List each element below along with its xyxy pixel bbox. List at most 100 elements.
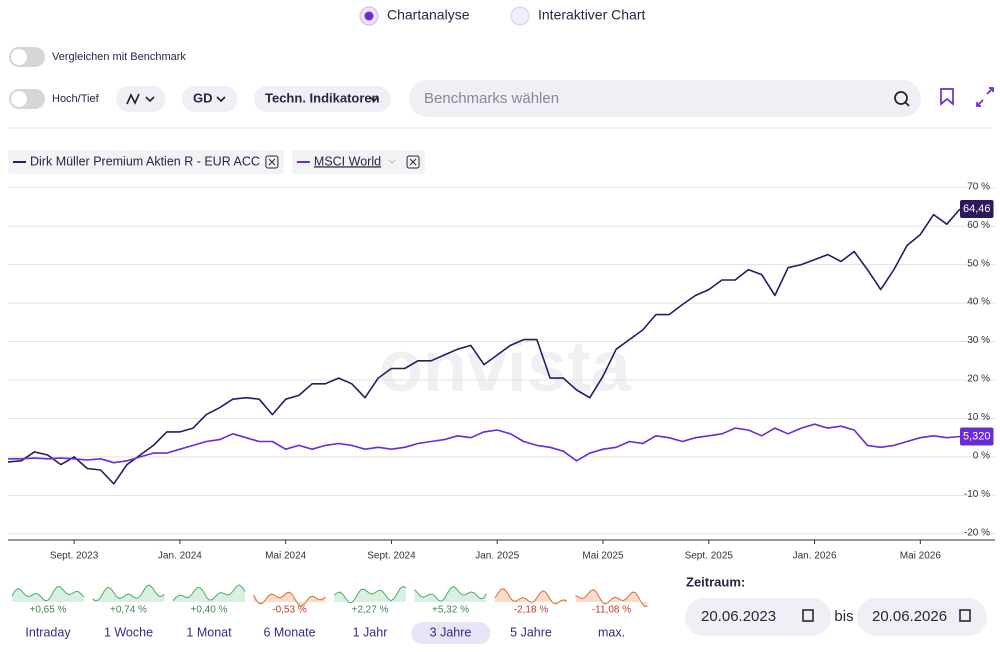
- period-label: 1 Jahr: [353, 625, 388, 639]
- legend-item[interactable]: MSCI World: [291, 150, 426, 174]
- line-type-button[interactable]: [116, 86, 166, 112]
- period-change: +2,27 %: [352, 605, 389, 616]
- period-change: -2,18 %: [514, 605, 549, 616]
- badge-bg: [960, 427, 994, 446]
- period-selected-bg: [411, 622, 491, 644]
- legend-label: MSCI World: [314, 154, 381, 168]
- date-from[interactable]: 20.06.2023: [685, 598, 831, 636]
- bookmark-icon[interactable]: [940, 88, 954, 106]
- indicators-button[interactable]: Techn. Indikatoren: [254, 86, 391, 112]
- legend: Dirk Müller Premium Aktien R - EUR ACC MS…: [8, 150, 426, 174]
- button-label: GD: [193, 90, 213, 105]
- period-button[interactable]: +5,32 % 3 Jahre: [411, 585, 491, 645]
- period-button[interactable]: -11,08 % max.: [575, 589, 648, 640]
- radio: [510, 6, 530, 26]
- legend-item[interactable]: Dirk Müller Premium Aktien R - EUR ACC: [8, 150, 284, 174]
- date-to[interactable]: 20.06.2026: [857, 598, 987, 636]
- calendar-icon: [802, 609, 814, 622]
- period-change: -0,53 %: [272, 605, 307, 616]
- tab-chartanalyse[interactable]: Chartanalyse: [359, 6, 470, 26]
- period-change: +0,40 %: [191, 605, 228, 616]
- calendar-icon: [959, 609, 971, 622]
- input-bg: [685, 598, 831, 636]
- series-line: [7, 208, 961, 485]
- sparkline-area: [173, 584, 245, 602]
- search-icon: [894, 91, 908, 105]
- period-button[interactable]: +2,27 % 1 Jahr: [333, 585, 407, 640]
- x-tick-label: Sept. 2023: [50, 551, 99, 562]
- last-value-badge: 64,46: [960, 200, 994, 218]
- y-tick-label: 0 %: [973, 451, 990, 462]
- y-tick-label: -10 %: [964, 489, 990, 500]
- sparkline-area: [92, 585, 165, 602]
- period-label: 5 Jahre: [510, 625, 552, 639]
- button-bg: [182, 86, 238, 112]
- period-label: 1 Monat: [186, 625, 232, 639]
- button-bg: [254, 86, 391, 112]
- legend-dropdown: [388, 159, 396, 164]
- x-tick-label: Jan. 2024: [158, 551, 202, 562]
- sparkline-area: [253, 592, 326, 607]
- tab-label: Interaktiver Chart: [538, 7, 645, 23]
- period-label: 6 Monate: [263, 625, 315, 639]
- badge-label: 5,320: [963, 430, 991, 442]
- knob: [11, 91, 27, 107]
- series-line: [8, 423, 961, 464]
- chevron: [369, 96, 379, 103]
- sparkline: [494, 588, 568, 605]
- sparkline: [253, 591, 326, 607]
- period-button[interactable]: +0,40 % 1 Monat: [172, 584, 246, 639]
- sparkline-area: [575, 589, 648, 607]
- sparkline-area: [414, 586, 487, 602]
- period-button[interactable]: -0,53 % 6 Monate: [253, 591, 326, 639]
- icon: [126, 93, 140, 105]
- search-bg: [409, 80, 921, 117]
- x-tick-label: Mai 2026: [900, 551, 942, 562]
- sparkline-area: [334, 586, 406, 603]
- legend-chip: [8, 150, 284, 174]
- period-button[interactable]: +0,65 % Intraday: [11, 586, 85, 640]
- gd-button[interactable]: GD: [182, 86, 238, 112]
- period-change: +0,74 %: [110, 605, 147, 616]
- expand-icon[interactable]: [976, 87, 994, 107]
- legend-remove-x: [409, 158, 417, 166]
- sparkline: [414, 585, 487, 602]
- y-tick-label: -20 %: [964, 527, 990, 538]
- period-label: 3 Jahre: [430, 625, 472, 639]
- knob: [11, 49, 27, 65]
- x-tick-label: Mai 2025: [582, 551, 624, 562]
- period-change: +0,65 %: [30, 605, 67, 616]
- sparkline-area: [12, 586, 84, 602]
- sparkline: [333, 585, 407, 604]
- legend-remove[interactable]: [265, 155, 279, 169]
- sparkline: [172, 584, 246, 602]
- legend-remove[interactable]: [406, 155, 420, 169]
- tab-interaktiv[interactable]: Interaktiver Chart: [510, 6, 645, 26]
- toggle-hochtief[interactable]: Hoch/Tief: [9, 89, 100, 109]
- toggle-benchmark[interactable]: Vergleichen mit Benchmark: [9, 47, 186, 67]
- badge-bg: [960, 200, 994, 218]
- x-tick-label: Jan. 2025: [475, 551, 519, 562]
- range-separator: bis: [834, 608, 853, 625]
- period-selector: +0,65 % Intraday +0,74 % 1 Woche +0,40 % 1 Mo…: [11, 584, 648, 645]
- period-label: max.: [598, 625, 625, 639]
- legend-chip: [291, 150, 426, 174]
- search-icon: [904, 101, 910, 107]
- date-text: 20.06.2023: [701, 608, 776, 625]
- toggle-label: Vergleichen mit Benchmark: [52, 51, 186, 63]
- x-tick-label: Sept. 2025: [685, 551, 734, 562]
- period-label: Intraday: [25, 625, 71, 639]
- legend-remove-x: [268, 158, 276, 166]
- period-button[interactable]: +0,74 % 1 Woche: [92, 584, 165, 639]
- y-tick-label: 30 %: [967, 335, 990, 346]
- period-label: 1 Woche: [104, 625, 153, 639]
- sparkline: [92, 584, 165, 602]
- period-button[interactable]: -2,18 % 5 Jahre: [494, 588, 568, 639]
- input-bg: [857, 598, 987, 636]
- benchmark-search[interactable]: Benchmarks wählen: [409, 80, 921, 117]
- radio-dot: [364, 11, 374, 21]
- y-tick-label: 40 %: [967, 297, 990, 308]
- date-text: 20.06.2026: [872, 608, 947, 625]
- button-label: Techn. Indikatoren: [265, 90, 380, 105]
